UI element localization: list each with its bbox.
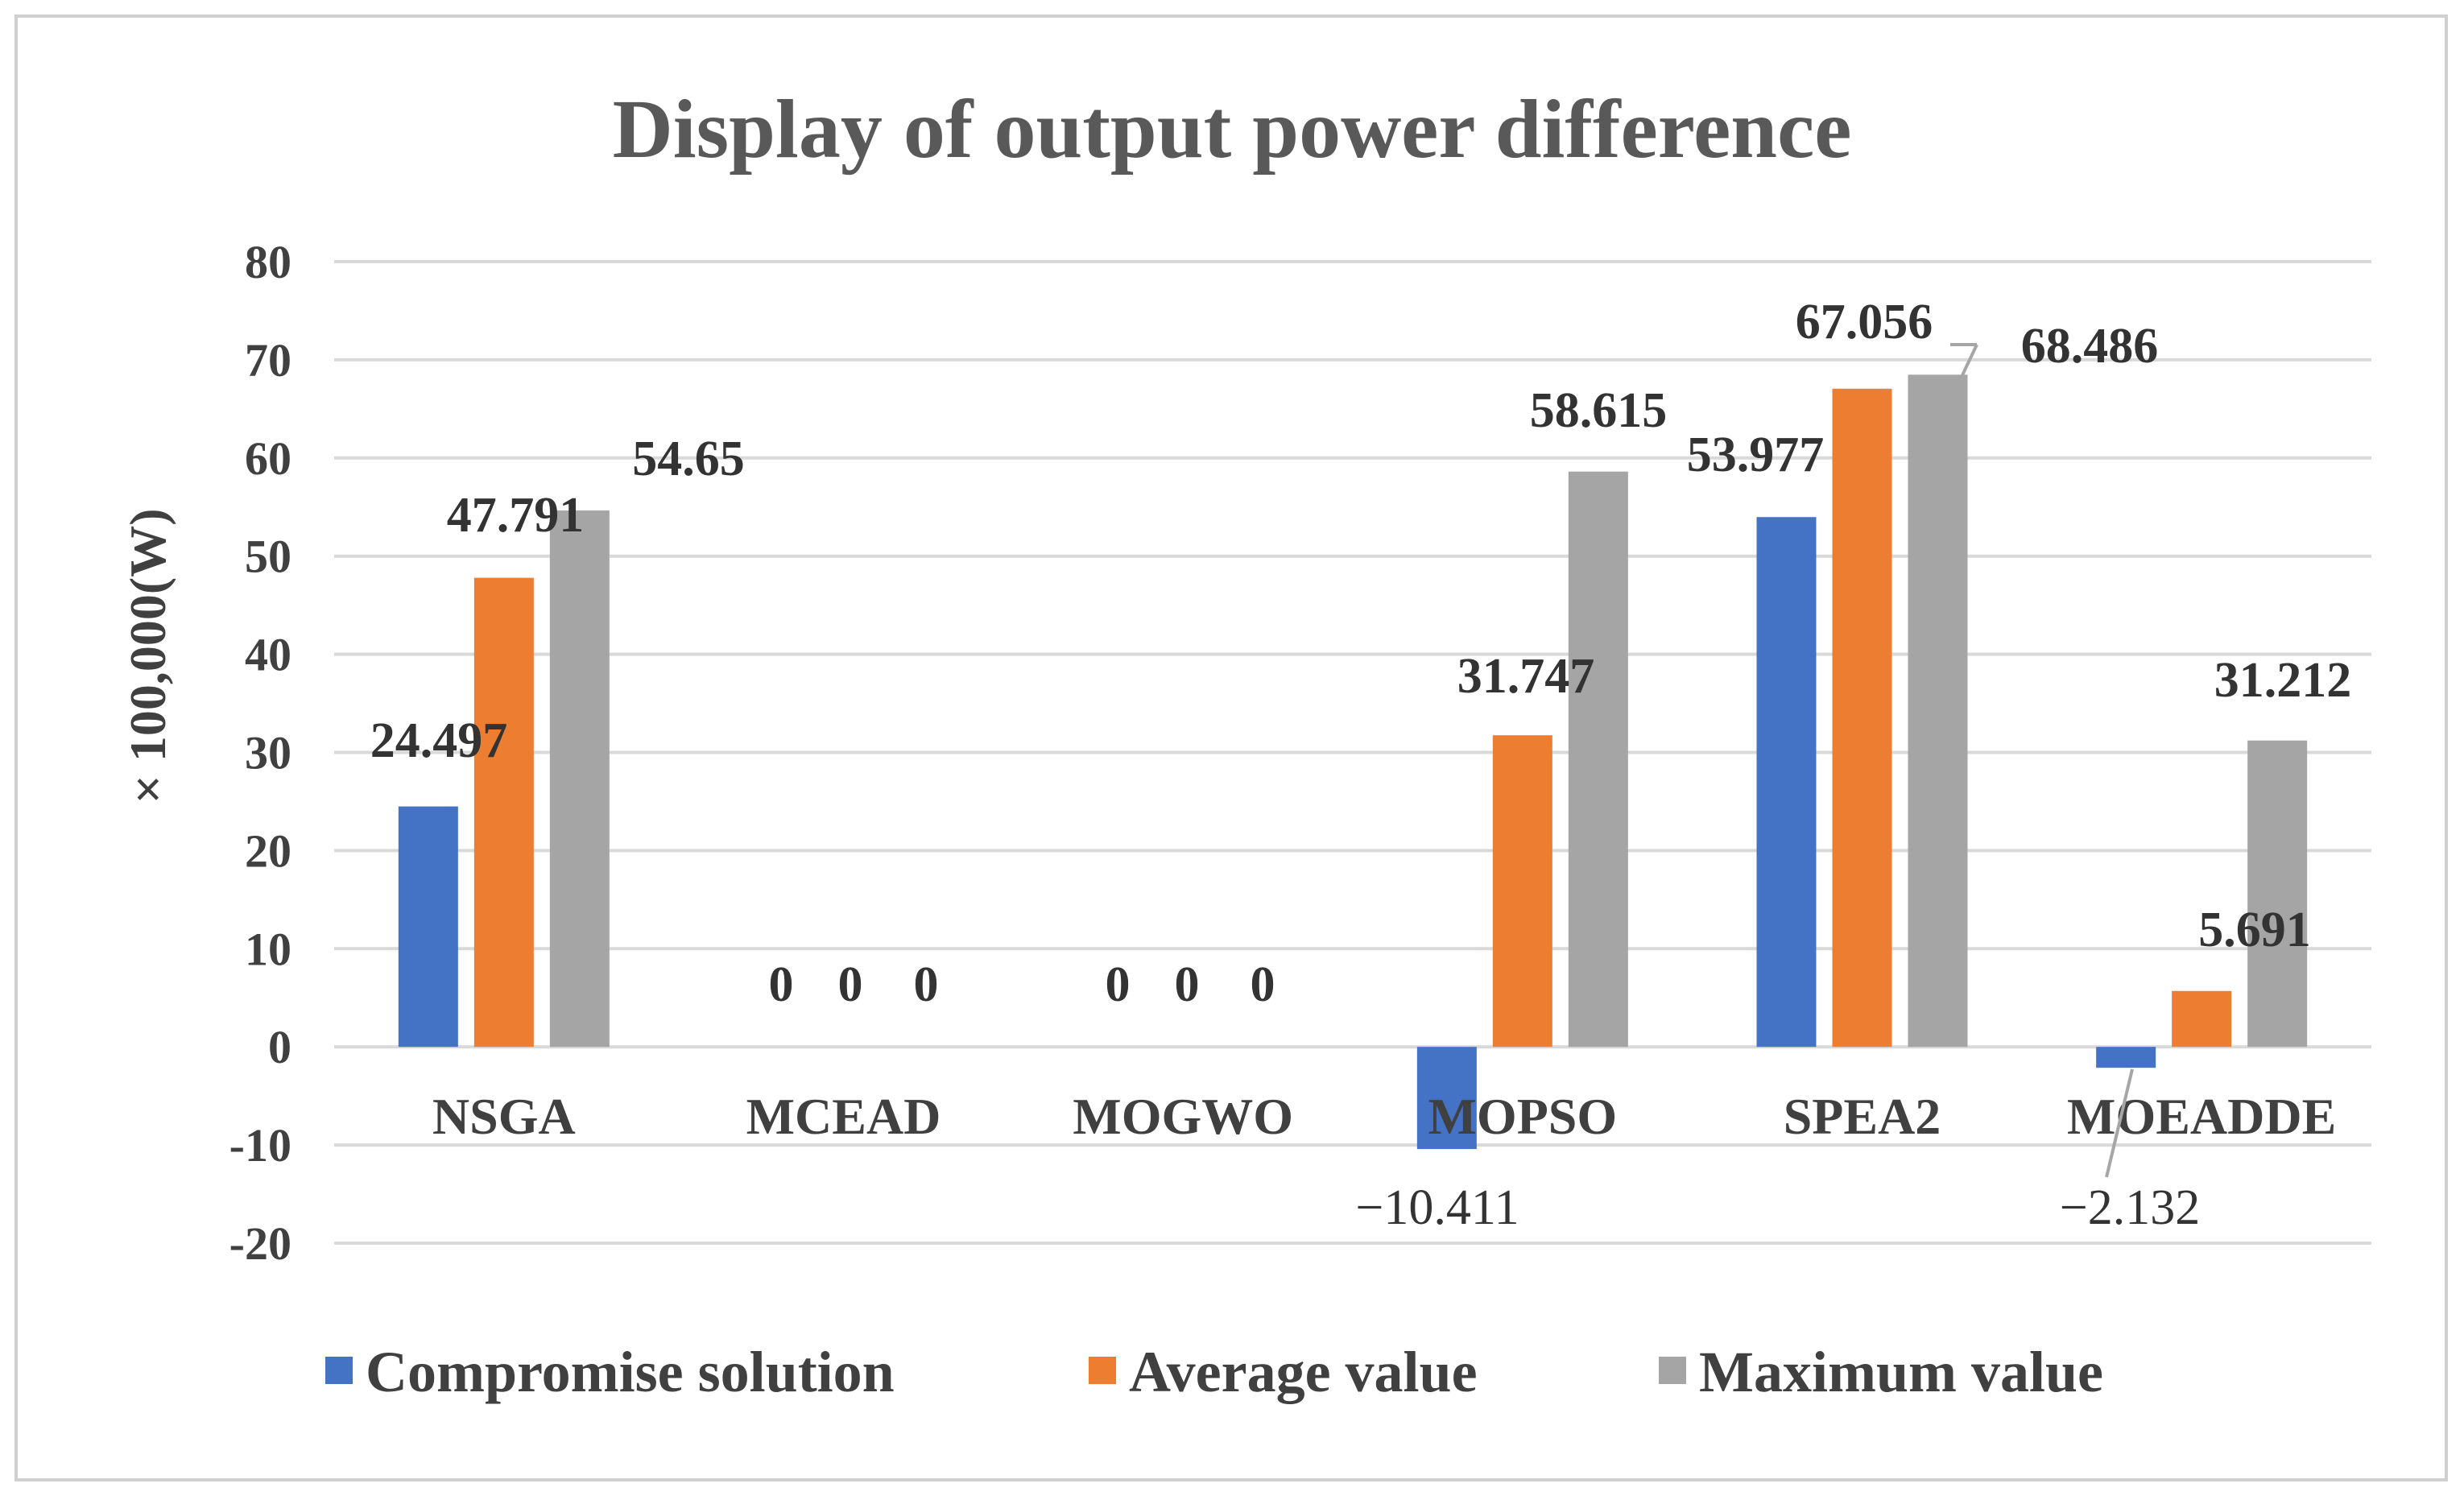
legend-swatch (325, 1357, 353, 1384)
bar-compromise-solution-nsga (398, 806, 458, 1048)
legend-swatch (1089, 1357, 1116, 1384)
data-label: 24.497 (370, 713, 508, 768)
legend-label: Compromise solution (366, 1340, 895, 1404)
y-tick-label: 40 (245, 629, 291, 681)
data-label: 31.212 (2214, 653, 2352, 708)
data-label: −2.132 (2060, 1180, 2200, 1235)
data-label: 47.791 (447, 488, 585, 543)
y-tick-label: 20 (245, 824, 291, 877)
data-label: 54.65 (632, 432, 745, 486)
leader-line (2105, 1068, 2134, 1178)
y-axis-label: × 100,000(W) (119, 508, 176, 804)
bars (398, 374, 2308, 1150)
data-label: 0 (1251, 957, 1275, 1012)
bar-maximum-value-spea2 (1908, 374, 1968, 1048)
bar-average-value-moeadde (2172, 990, 2232, 1048)
bar-average-value-nsga (473, 577, 534, 1048)
x-axis-ticks: NSGA MCEAD MOGWO MOPSO SPEA2 MOEADDE (432, 1088, 2336, 1145)
y-tick-label: 70 (245, 334, 291, 386)
data-label: 0 (914, 957, 939, 1012)
y-tick-label: 10 (245, 923, 291, 975)
leader-line (1961, 344, 1978, 376)
legend-label: Average value (1129, 1340, 1478, 1404)
bar-average-value-spea2 (1832, 388, 1892, 1048)
x-tick-label: MOGWO (1073, 1088, 1293, 1145)
y-tick-label: 80 (245, 236, 291, 288)
y-tick-label: 60 (245, 432, 291, 485)
chart-frame (14, 14, 2448, 1481)
data-label: 0 (769, 957, 794, 1012)
y-tick-label: -10 (229, 1119, 291, 1171)
data-label: 53.977 (1687, 428, 1825, 482)
bar-average-value-mopso (1492, 735, 1552, 1048)
bar-compromise-solution-moeadde (2096, 1047, 2156, 1068)
bar-maximum-value-mopso (1568, 471, 1628, 1048)
gridlines (334, 260, 2371, 1245)
y-tick-label: 30 (245, 727, 291, 779)
bar-compromise-solution-spea2 (1756, 517, 1817, 1048)
data-label: 58.615 (1530, 383, 1668, 438)
data-label: 5.691 (2198, 903, 2311, 957)
x-tick-label: MOPSO (1428, 1088, 1618, 1145)
legend: Compromise solution Average value Maximum … (325, 1340, 2103, 1404)
data-label: 31.747 (1457, 649, 1595, 704)
chart-title: Display of output power difference (613, 83, 1852, 176)
data-label: 67.056 (1796, 295, 1933, 349)
data-label: −10.411 (1355, 1180, 1519, 1235)
bar-maximum-value-moeadde (2247, 740, 2308, 1048)
x-tick-label: NSGA (432, 1088, 576, 1145)
x-tick-label: MCEAD (746, 1088, 941, 1145)
data-label: 0 (1106, 957, 1131, 1012)
x-tick-label: SPEA2 (1784, 1088, 1941, 1145)
y-axis-ticks: 80 70 60 50 40 30 20 10 0 -10 -20 (229, 236, 291, 1270)
x-tick-label: MOEADDE (2067, 1088, 2336, 1145)
y-tick-label: 0 (268, 1021, 291, 1073)
data-label: 68.486 (2021, 319, 2159, 374)
legend-swatch (1659, 1357, 1686, 1384)
y-tick-label: 50 (245, 531, 291, 583)
data-label: 0 (1175, 957, 1200, 1012)
bar-compromise-solution-mopso (1416, 1047, 1477, 1150)
bar-maximum-value-nsga (549, 510, 610, 1048)
data-label: 0 (838, 957, 863, 1012)
legend-label: Maximum value (1699, 1340, 2103, 1404)
y-tick-label: -20 (229, 1217, 291, 1270)
